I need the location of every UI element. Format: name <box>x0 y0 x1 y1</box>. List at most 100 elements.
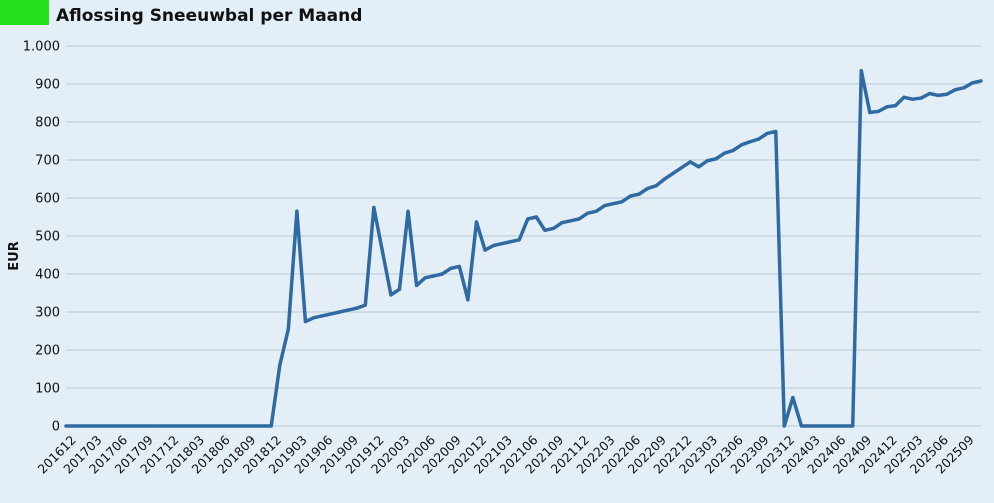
data-point <box>611 202 615 206</box>
title-color-swatch <box>0 0 49 25</box>
data-point <box>158 424 162 428</box>
data-point <box>902 95 906 99</box>
data-point <box>526 217 530 221</box>
data-point <box>184 424 188 428</box>
data-point <box>107 424 111 428</box>
data-point <box>577 217 581 221</box>
data-point <box>834 424 838 428</box>
y-tick-label: 100 <box>35 382 60 397</box>
y-axis-label: EUR <box>7 241 22 270</box>
data-point <box>355 306 359 310</box>
data-point <box>893 104 898 108</box>
data-point <box>919 96 923 100</box>
series-points <box>64 69 983 428</box>
y-tick-label: 900 <box>35 78 60 93</box>
data-point <box>149 424 154 428</box>
chart-header: Aflossing Sneeuwbal per Maand <box>0 0 994 36</box>
data-point <box>312 316 316 320</box>
data-point <box>141 424 145 428</box>
data-point <box>72 424 77 428</box>
data-point <box>252 424 256 428</box>
data-point <box>662 177 667 181</box>
data-point <box>868 110 872 115</box>
y-axis-tick-labels: 0 100 200 300 400 500 600 700 800 900 1.000 <box>23 40 60 435</box>
data-point <box>457 264 461 268</box>
data-point <box>808 424 812 428</box>
data-point <box>765 131 769 135</box>
data-point <box>466 298 470 302</box>
y-tick-label: 300 <box>35 306 60 321</box>
data-point <box>175 424 179 428</box>
data-point <box>962 86 966 90</box>
data-point <box>406 209 410 213</box>
data-point <box>534 215 538 219</box>
y-tick-label: 700 <box>35 154 60 169</box>
data-point <box>380 249 385 253</box>
data-point <box>680 166 684 170</box>
data-point <box>167 424 171 428</box>
data-point <box>654 184 658 188</box>
data-point <box>568 219 573 223</box>
y-tick-label: 200 <box>35 344 60 359</box>
y-tick-label: 500 <box>35 230 60 245</box>
data-point <box>449 266 453 270</box>
data-point <box>64 424 68 428</box>
data-point <box>491 243 496 248</box>
data-point <box>474 220 479 224</box>
data-point <box>98 424 102 428</box>
data-point <box>705 159 709 163</box>
data-point <box>910 97 915 101</box>
data-point <box>543 228 547 232</box>
data-point <box>432 274 436 278</box>
data-point <box>372 205 376 210</box>
data-point <box>645 186 650 191</box>
data-point <box>303 319 308 324</box>
data-point <box>586 211 590 215</box>
data-point <box>201 424 205 428</box>
data-point <box>440 272 444 276</box>
data-point <box>278 363 282 367</box>
data-point <box>551 226 556 230</box>
data-point <box>192 424 196 428</box>
data-point <box>243 424 248 428</box>
y-tick-label: 1.000 <box>23 40 60 55</box>
data-point <box>346 308 350 312</box>
data-point <box>851 424 855 428</box>
data-point <box>261 424 265 428</box>
data-point <box>269 424 273 428</box>
chart-title: Aflossing Sneeuwbal per Maand <box>56 6 363 26</box>
data-point <box>295 209 299 213</box>
data-point <box>594 209 598 213</box>
data-point <box>320 314 325 318</box>
data-point <box>714 157 718 161</box>
data-point <box>132 424 137 428</box>
data-point <box>286 327 290 331</box>
data-point <box>791 395 795 400</box>
data-point <box>628 194 632 198</box>
data-point <box>124 424 128 428</box>
data-point <box>517 238 521 242</box>
data-point <box>774 129 778 134</box>
data-point <box>637 192 641 196</box>
data-point <box>338 310 342 314</box>
data-point <box>483 248 487 252</box>
data-point <box>979 79 983 83</box>
series-line <box>64 68 983 428</box>
data-point <box>81 424 85 428</box>
data-point <box>363 303 367 307</box>
y-tick-label: 800 <box>35 116 60 131</box>
data-point <box>697 165 701 169</box>
data-point <box>115 424 119 428</box>
grid-lines <box>66 45 981 427</box>
data-point <box>603 204 607 208</box>
data-point <box>799 424 804 428</box>
data-point <box>389 293 393 297</box>
data-point <box>218 424 222 428</box>
data-point <box>885 105 889 109</box>
data-point <box>329 312 333 316</box>
data-point <box>731 148 735 153</box>
y-tick-label: 400 <box>35 268 60 283</box>
data-point <box>748 140 752 144</box>
y-tick-label: 0 <box>52 420 60 435</box>
data-point <box>842 424 846 428</box>
